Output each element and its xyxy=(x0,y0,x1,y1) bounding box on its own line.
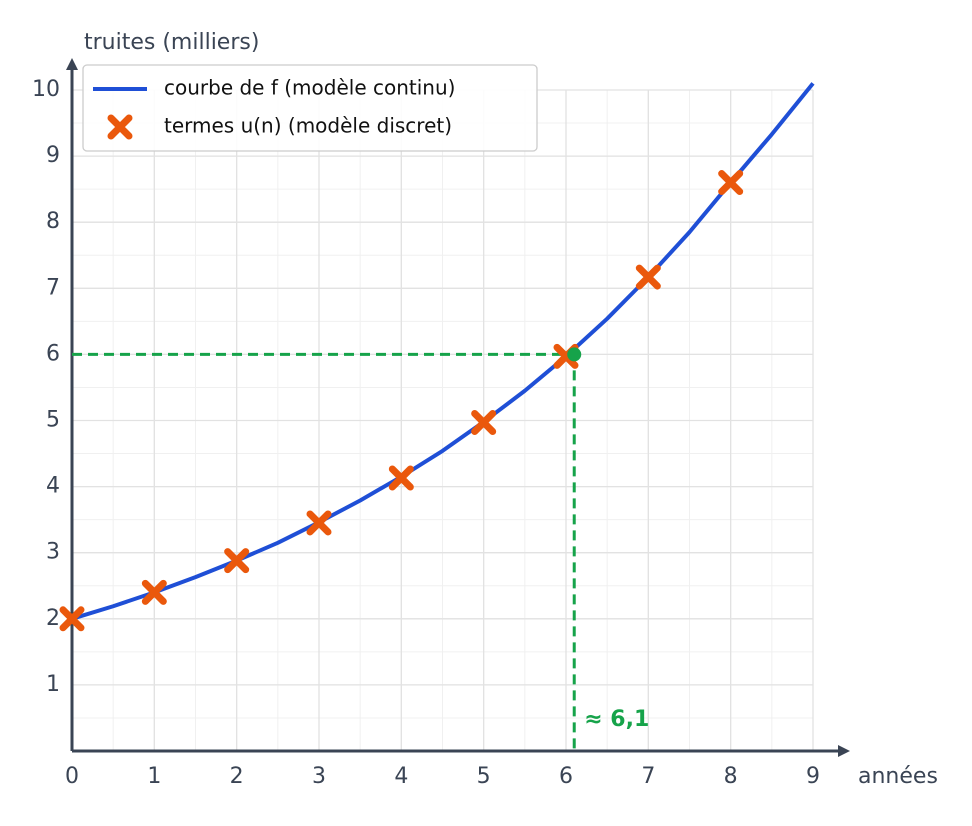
marker xyxy=(388,465,414,491)
intersection-point xyxy=(567,347,582,362)
marker xyxy=(59,606,85,632)
x-axis-label: années xyxy=(858,764,938,789)
x-axis-arrow xyxy=(838,745,850,757)
x-tick-label: 7 xyxy=(641,764,655,789)
legend-label: courbe de f (modèle continu) xyxy=(164,76,455,100)
marker xyxy=(141,579,167,605)
x-tick-label: 0 xyxy=(65,764,79,789)
x-tick-label: 6 xyxy=(559,764,573,789)
y-tick-label: 2 xyxy=(46,606,60,631)
y-axis-label: truites (milliers) xyxy=(84,30,259,55)
y-tick-label: 10 xyxy=(32,77,60,102)
marker xyxy=(718,170,744,196)
y-tick-label: 4 xyxy=(46,474,60,499)
legend-label: termes u(n) (modèle discret) xyxy=(164,114,452,138)
x-tick-label: 9 xyxy=(806,764,820,789)
legend-box xyxy=(82,64,538,152)
x-tick-label: 1 xyxy=(147,764,161,789)
curve xyxy=(71,82,815,621)
y-tick-label: 3 xyxy=(46,540,60,565)
y-axis-arrow xyxy=(66,58,78,70)
y-tick-label: 6 xyxy=(46,341,60,366)
y-tick-label: 9 xyxy=(46,143,60,168)
y-tick-label: 5 xyxy=(46,408,60,433)
marker xyxy=(306,510,332,536)
x-tick-label: 4 xyxy=(394,764,408,789)
legend-swatch xyxy=(107,114,133,140)
annotation-label: ≈ 6,1 xyxy=(584,707,649,732)
marker xyxy=(224,548,250,574)
marker xyxy=(635,264,661,290)
x-tick-label: 5 xyxy=(477,764,491,789)
y-tick-label: 1 xyxy=(46,672,60,697)
x-tick-label: 3 xyxy=(312,764,326,789)
y-tick-label: 7 xyxy=(46,275,60,300)
x-tick-label: 2 xyxy=(230,764,244,789)
y-tick-label: 8 xyxy=(46,209,60,234)
x-tick-label: 8 xyxy=(724,764,738,789)
marker xyxy=(471,409,497,435)
